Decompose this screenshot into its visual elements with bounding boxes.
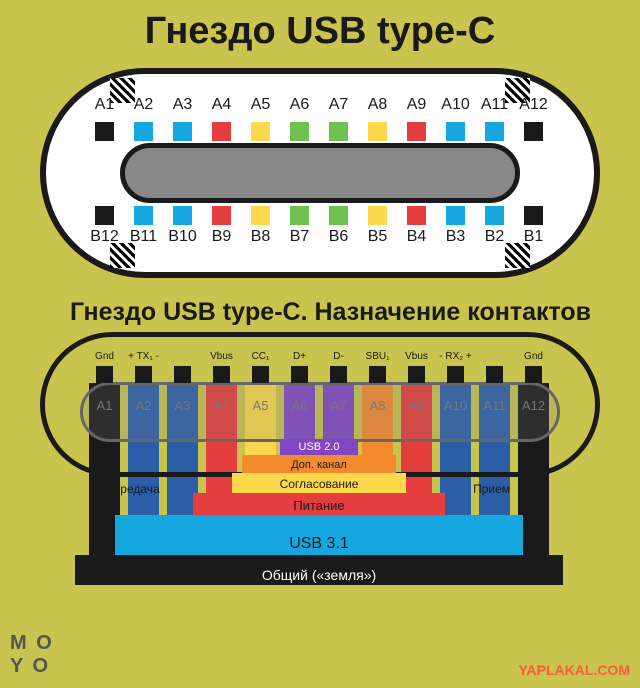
logo-line: M O — [10, 632, 54, 655]
pin-block: A2 — [124, 366, 163, 413]
pin-block — [397, 206, 436, 225]
pin-label: A7 — [319, 96, 358, 114]
pin-row-top-blocks — [85, 122, 553, 141]
pin-block — [358, 122, 397, 141]
pin-row-bottom-labels: B12B11B10B9B8B7B6B5B4B3B2B1 — [85, 228, 553, 246]
pin-block — [124, 122, 163, 141]
pin-block — [319, 122, 358, 141]
pin-block — [202, 122, 241, 141]
pin-function-label: + TX₁ - — [124, 350, 163, 364]
pin-block: A4 — [202, 366, 241, 413]
hatch — [505, 243, 530, 268]
pin-block — [397, 122, 436, 141]
pin-block — [514, 122, 553, 141]
pin-block: A6 — [280, 366, 319, 413]
pin-function-label: D- — [319, 350, 358, 364]
pin-function-label: Gnd — [85, 350, 124, 364]
pin-function-label — [475, 350, 514, 364]
pin-label: A9 — [397, 96, 436, 114]
pin-label: A1 — [85, 96, 124, 114]
pin-block — [475, 122, 514, 141]
pin-label: A2 — [124, 96, 163, 114]
pin-label: A8 — [358, 96, 397, 114]
pin-function-label: - RX₂ + — [436, 350, 475, 364]
pin-function-label: Vbus — [397, 350, 436, 364]
pin-label: A5 — [241, 96, 280, 114]
label-transmit: Передача — [105, 482, 160, 496]
pin-block — [358, 206, 397, 225]
pin-block: A3 — [163, 366, 202, 413]
pin-block — [241, 206, 280, 225]
pin-function-label: Gnd — [514, 350, 553, 364]
pin-function-label: Vbus — [202, 350, 241, 364]
pin-block — [475, 206, 514, 225]
assignment-box: Согласование — [232, 473, 406, 493]
pin-label: B7 — [280, 228, 319, 246]
pin-block: A11 — [475, 366, 514, 413]
pin-block: A1 — [85, 366, 124, 413]
pin-label: B3 — [436, 228, 475, 246]
pin-block: A8 — [358, 366, 397, 413]
assignment-box: Общий («земля») — [75, 555, 563, 585]
moyo-logo: M O Y O — [10, 632, 54, 678]
pin-block — [436, 206, 475, 225]
pin-label: B8 — [241, 228, 280, 246]
pin-label: B9 — [202, 228, 241, 246]
assignment-box: Питание — [193, 493, 445, 515]
assignment-box: USB 2.0 — [280, 439, 358, 455]
pin-block — [202, 206, 241, 225]
pin-block — [124, 206, 163, 225]
pin-block: A5 — [241, 366, 280, 413]
hatch — [110, 243, 135, 268]
pin-block — [436, 122, 475, 141]
assignment-box: USB 3.1 — [115, 515, 523, 555]
pin-function-label — [163, 350, 202, 364]
connector-diagram-2: Gnd+ TX₁ -VbusCC₁D+D-SBU₁Vbus- RX₂ +Gnd … — [40, 332, 600, 642]
pin-block — [514, 206, 553, 225]
pin-block: A9 — [397, 366, 436, 413]
pin-label: A6 — [280, 96, 319, 114]
assignment-box: Доп. канал — [242, 455, 396, 473]
pin-row-bottom-blocks — [85, 206, 553, 225]
pin-label: B4 — [397, 228, 436, 246]
pin-func-row: Gnd+ TX₁ -VbusCC₁D+D-SBU₁Vbus- RX₂ +Gnd — [85, 350, 553, 364]
pin-block: A12 — [514, 366, 553, 413]
pin-block: A7 — [319, 366, 358, 413]
pin-label: B12 — [85, 228, 124, 246]
pin-function-label: D+ — [280, 350, 319, 364]
pin-block — [163, 122, 202, 141]
watermark: YAPLAKAL.COM — [519, 662, 631, 678]
pin-function-label: SBU₁ — [358, 350, 397, 364]
pin-block — [319, 206, 358, 225]
pin-block — [280, 206, 319, 225]
pin-row-top-labels: A1A2A3A4A5A6A7A8A9A10A11A12 — [85, 96, 553, 114]
pin-label: B11 — [124, 228, 163, 246]
pin-label: A12 — [514, 96, 553, 114]
pin-label: B6 — [319, 228, 358, 246]
pin-block-row: A1A2A3A4A5A6A7A8A9A10A11A12 — [85, 366, 553, 413]
connector-inner-slot — [120, 143, 520, 203]
subtitle: Гнездо USB type-C. Назначение контактов — [0, 298, 640, 327]
pin-label: A11 — [475, 96, 514, 114]
pin-label: A3 — [163, 96, 202, 114]
pin-block: A10 — [436, 366, 475, 413]
pin-block — [85, 206, 124, 225]
pin-block — [280, 122, 319, 141]
pin-label: A4 — [202, 96, 241, 114]
connector-diagram-1: A1A2A3A4A5A6A7A8A9A10A11A12 B12B11B10B9B… — [40, 68, 600, 278]
pin-label: B10 — [163, 228, 202, 246]
label-receive: Прием — [473, 482, 510, 496]
pin-block — [241, 122, 280, 141]
pin-block — [85, 122, 124, 141]
pin-function-label: CC₁ — [241, 350, 280, 364]
pin-label: A10 — [436, 96, 475, 114]
pin-label: B5 — [358, 228, 397, 246]
pin-label: B1 — [514, 228, 553, 246]
logo-line: Y O — [10, 655, 54, 678]
main-title: Гнездо USB type-C — [0, 0, 640, 53]
pin-block — [163, 206, 202, 225]
pin-label: B2 — [475, 228, 514, 246]
